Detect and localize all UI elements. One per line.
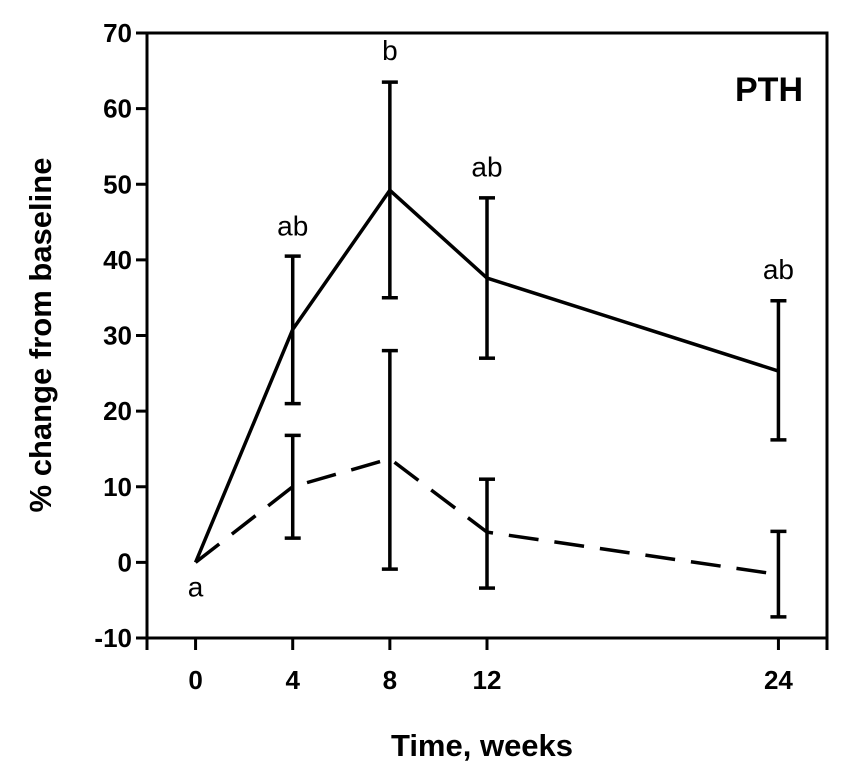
significance-label: a (188, 571, 204, 602)
error-bar-dashed (284, 433, 301, 540)
error-bar-dashed (479, 477, 495, 590)
significance-label: b (382, 35, 398, 66)
y-tick-label: 10 (103, 472, 132, 502)
y-tick-label: 60 (103, 94, 132, 124)
y-tick-label: 30 (103, 321, 132, 351)
y-tick-label: 20 (103, 396, 132, 426)
error-bar-solid (479, 196, 495, 360)
significance-label: ab (763, 254, 794, 285)
y-axis-ticks: -10 0 10 20 30 40 50 60 70 (94, 18, 147, 653)
significance-label: ab (471, 152, 502, 183)
significance-annotations: a ab b ab ab (188, 35, 794, 602)
x-axis-title: Time, weeks (391, 728, 573, 763)
error-bar-solid (770, 298, 787, 442)
x-tick-label: 24 (764, 665, 793, 695)
error-bar-solid (381, 80, 398, 300)
y-tick-label: 50 (103, 169, 132, 199)
error-bar-dashed (770, 529, 787, 619)
y-tick-label: -10 (94, 623, 132, 653)
x-tick-label: 8 (383, 665, 397, 695)
x-tick-label: 12 (473, 665, 502, 695)
x-tick-label: 4 (285, 665, 300, 695)
error-bar-dashed (381, 348, 398, 571)
y-axis-title: % change from baseline (23, 158, 58, 513)
error-bar-solid (284, 254, 301, 406)
significance-label: ab (277, 211, 308, 242)
panel-label: PTH (735, 71, 803, 109)
y-tick-label: 40 (103, 245, 132, 275)
error-bars (284, 80, 787, 619)
y-tick-label: 0 (118, 547, 132, 577)
y-tick-label: 70 (103, 18, 132, 48)
x-tick-label: 0 (188, 665, 202, 695)
x-axis-ticks: 0 4 8 12 24 (145, 638, 829, 695)
